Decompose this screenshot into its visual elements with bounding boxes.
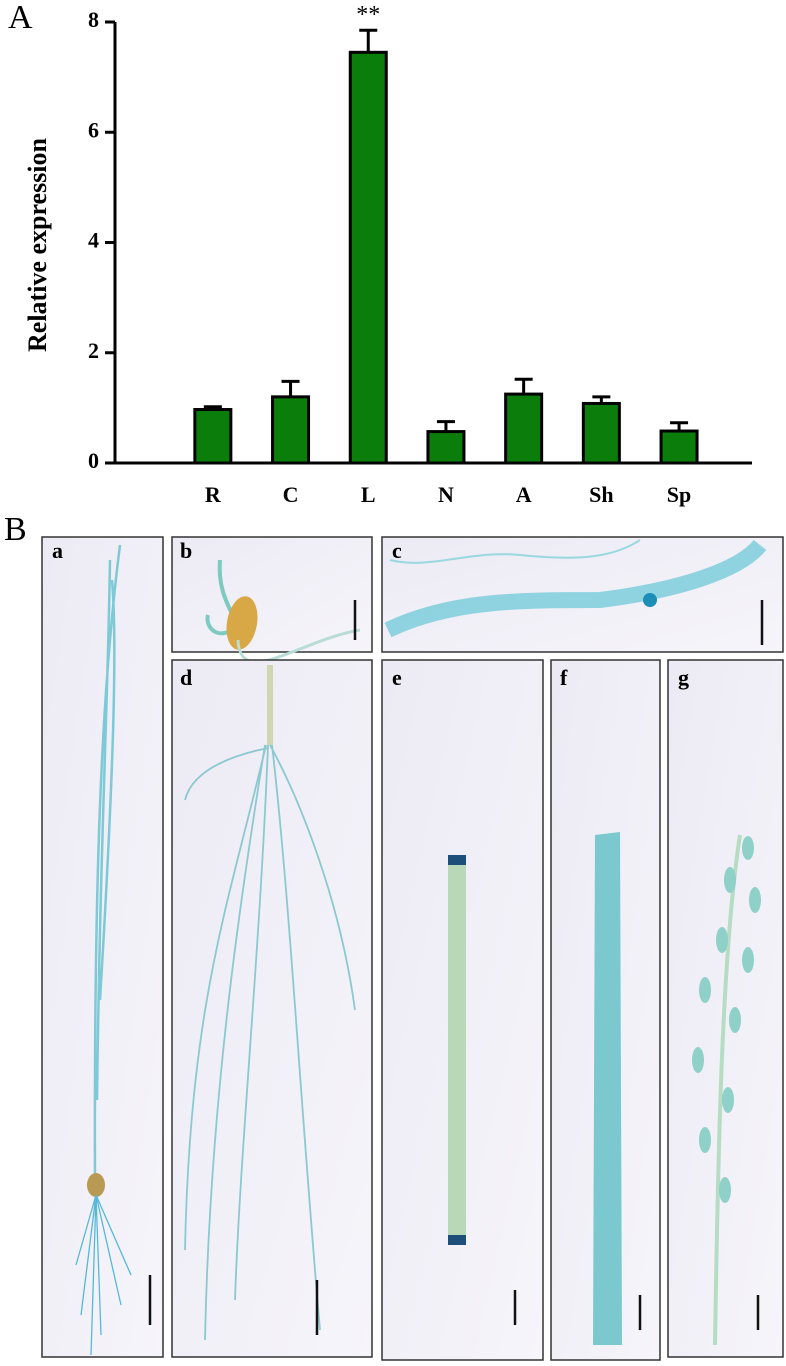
x-tick-label: Sh <box>589 482 613 507</box>
photo-label: a <box>52 538 63 563</box>
x-tick-label: L <box>361 482 376 507</box>
y-tick-label: 2 <box>88 338 99 363</box>
x-tick-label: C <box>283 482 299 507</box>
y-axis-label: Relative expression <box>23 137 52 352</box>
photo-label: c <box>392 538 402 563</box>
bar <box>504 392 544 465</box>
photo-b: b <box>171 536 373 664</box>
photo-d: d <box>171 659 373 1358</box>
bar <box>659 429 699 465</box>
bar <box>581 401 621 465</box>
x-tick-label: R <box>205 482 222 507</box>
y-tick-label: 0 <box>88 448 99 473</box>
y-tick-label: 6 <box>88 117 99 142</box>
photo-a: a <box>41 536 164 1358</box>
bar <box>426 430 466 465</box>
photo-g: g <box>667 659 784 1358</box>
y-tick-label: 4 <box>88 228 99 253</box>
photo-label: e <box>392 665 402 690</box>
bar <box>348 50 388 465</box>
photo-label: g <box>678 665 689 690</box>
x-tick-label: A <box>516 482 532 507</box>
photo-e: e <box>381 659 544 1361</box>
panel-label: A <box>8 0 33 36</box>
panel-label: B <box>4 511 27 548</box>
bar <box>271 395 311 465</box>
x-tick-label: N <box>438 482 454 507</box>
photo-label: d <box>180 665 192 690</box>
photo-label: b <box>180 538 192 563</box>
photo-f: f <box>550 659 661 1361</box>
photo-c: c <box>381 536 784 653</box>
bar <box>193 408 233 465</box>
y-tick-label: 8 <box>88 7 99 32</box>
significance-label: ** <box>356 2 380 28</box>
x-tick-label: Sp <box>667 482 691 507</box>
photo-label: f <box>560 665 568 690</box>
